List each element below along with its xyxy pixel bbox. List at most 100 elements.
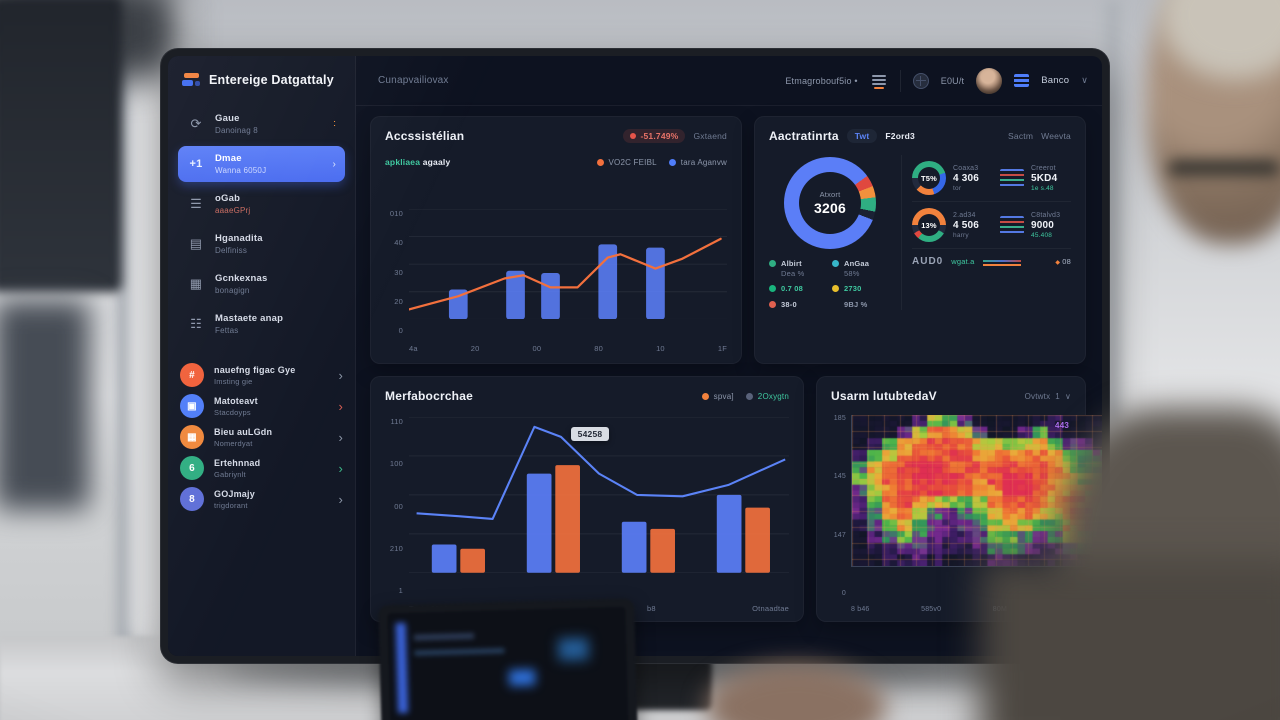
sidebar-item-indicator[interactable]: ∶ <box>333 118 336 130</box>
quick-link-subtitle: trigdorant <box>214 500 248 510</box>
chart-tooltip: 54258 <box>570 427 610 441</box>
donut-legend: Albirt Dea % AnGaa 58% <box>769 259 891 310</box>
panel-title: Merfabocrchae <box>385 389 473 403</box>
sidebar-item-subtitle: Danoinag 8 <box>215 126 258 135</box>
sidebar-item-icon: ▦ <box>189 276 203 291</box>
sidebar-item[interactable]: ☷ Mastaete anap Fettas <box>178 306 345 342</box>
x-tick: b8 <box>647 604 656 613</box>
y-tick: 010 <box>389 209 403 218</box>
sidebar-item[interactable]: ⟳ Gaue Danoinag 8 ∶ <box>178 106 345 142</box>
y-tick: 1 <box>398 586 403 595</box>
chevron-down-icon[interactable]: ∨ <box>1081 75 1088 85</box>
stats-icon[interactable] <box>1014 74 1030 87</box>
sidebar-item-subtitle: Fettas <box>215 326 239 335</box>
quick-link-item[interactable]: 8 GOJmajy trigdorant › <box>180 487 343 511</box>
globe-icon[interactable] <box>912 72 929 89</box>
chevron-right-icon[interactable]: › <box>338 398 343 414</box>
y-tick: 210 <box>389 543 403 553</box>
traffic-stats: T5% Coaxa3 4 306 tor Creerot <box>901 155 1071 310</box>
x-tick: 4a <box>409 344 418 353</box>
chevron-right-icon[interactable]: › <box>338 460 343 476</box>
chart-legend: spva] 2Oxygtn <box>701 392 789 401</box>
quick-link-subtitle: Imsting gie <box>214 376 253 386</box>
sidebar: Entereige Datgattaly ⟳ Gaue Danoinag 8 ∶ <box>168 56 356 656</box>
footer-value: 08 <box>1055 257 1071 266</box>
chevron-right-icon[interactable]: › <box>338 367 343 383</box>
quick-link-subtitle: Gabriynlt <box>214 469 246 479</box>
sidebar-item-icon: ▤ <box>189 236 203 251</box>
sidebar-item-indicator[interactable]: › <box>332 158 336 170</box>
heatmap-filter[interactable]: Ovtwtx 1 ∨ <box>1024 391 1071 401</box>
traffic-panel: Aactratinrta Twt F2ord3 Sactm Weevta <box>754 116 1086 364</box>
sidebar-item-subtitle: Wanna 6050J <box>215 166 267 175</box>
app-title: Entereige Datgattaly <box>209 73 334 87</box>
sidebar-item[interactable]: ☰ oGab aaaeGPrj <box>178 186 345 222</box>
tab-sactm[interactable]: Sactm <box>1008 131 1034 141</box>
bar-line-chart[interactable] <box>409 209 727 320</box>
filter-pill[interactable]: Twt <box>846 129 878 143</box>
quick-link-title: Ertehnnad <box>214 457 261 468</box>
x-tick: 10 <box>656 344 665 353</box>
sidebar-item[interactable]: ▦ Gcnkexnas bonagign <box>178 266 345 302</box>
footer-code: AUD0 <box>912 256 944 267</box>
person-arm <box>980 560 1280 720</box>
sidebar-item-subtitle: bonagign <box>215 286 250 295</box>
tab-weevta[interactable]: Weevta <box>1041 131 1071 141</box>
sidebar-item-title: Hganadita <box>215 233 263 244</box>
stat-row: T5% Coaxa3 4 306 tor Creerot <box>912 155 1071 201</box>
menu-icon[interactable] <box>870 74 888 89</box>
sidebar-item-icon: +1 <box>189 158 203 170</box>
extend-link[interactable]: Gxtaend <box>693 131 727 141</box>
grouped-bar-line-chart[interactable] <box>409 417 789 573</box>
user-avatar[interactable] <box>976 67 1003 94</box>
sidebar-item-title: Gaue <box>215 113 240 124</box>
sidebar-quick-links: # nauefng figac Gye Imsting gie › ▣ Mato… <box>168 363 355 511</box>
legend-item: 2Oxygtn <box>745 392 789 401</box>
x-axis-labels: 4a 20 00 80 10 1F <box>409 339 727 353</box>
x-tick: 20 <box>470 344 480 353</box>
sidebar-item-icon: ☰ <box>190 196 202 211</box>
chevron-right-icon[interactable]: › <box>338 491 343 507</box>
x-tick: 8 b46 <box>851 606 870 613</box>
search-input[interactable]: Cunapvailiovax <box>378 75 449 86</box>
panel-title: Aactratinrta <box>769 129 839 143</box>
sidebar-item-title: Gcnkexnas <box>215 273 268 284</box>
background-window-frame <box>1108 0 1118 420</box>
quick-link-icon: 6 <box>180 456 204 480</box>
quick-link-item[interactable]: # nauefng figac Gye Imsting gie › <box>180 363 343 387</box>
acquisition-chart: 010 40 30 20 0 4a 20 00 80 10 1F <box>383 209 729 353</box>
quick-link-icon: 8 <box>180 487 204 511</box>
x-tick: 80 <box>594 344 604 353</box>
donut-chart[interactable]: Atxort 3206 <box>784 157 876 249</box>
locale-label: E0U/t <box>940 75 965 86</box>
y-tick: 147 <box>833 531 846 539</box>
market-panel: Merfabocrchae spva] <box>370 376 804 622</box>
y-tick: 0 <box>398 326 403 335</box>
quick-link-title: nauefng figac Gye <box>214 364 296 375</box>
donut-center-value: 3206 <box>814 200 846 216</box>
progress-ring: 13% <box>912 208 946 242</box>
chevron-right-icon[interactable]: › <box>338 429 343 445</box>
sidebar-item[interactable]: +1 Dmae Wanna 6050J › <box>178 146 345 182</box>
quick-link-item[interactable]: ▣ Matoteavt Stacdoyps › <box>180 394 343 418</box>
sidebar-item[interactable]: ▤ Hganadita Delfiniss <box>178 226 345 262</box>
filter-label[interactable]: F2ord3 <box>885 131 915 141</box>
quick-link-icon: # <box>180 363 204 387</box>
legend-dot-icon <box>769 285 776 292</box>
background-chair <box>0 300 90 510</box>
laptop-screen <box>387 606 629 720</box>
donut-legend-item: AnGaa 58% <box>832 259 891 278</box>
sparkline-icon <box>1000 169 1024 187</box>
y-axis-labels: 110 100 00 210 1 <box>383 417 407 595</box>
chart-sublabel: agaaly <box>422 157 451 167</box>
sidebar-item-icon: ☷ <box>190 316 202 331</box>
heatmap-peak-label: 443 <box>1055 421 1069 430</box>
quick-link-subtitle: Nomerdyat <box>214 438 253 448</box>
y-tick: 20 <box>394 296 403 306</box>
quick-link-title: GOJmajy <box>214 488 255 499</box>
sidebar-item-subtitle: Delfiniss <box>215 246 248 255</box>
quick-link-item[interactable]: ▦ Bieu auLGdn Nomerdyat › <box>180 425 343 449</box>
quick-link-item[interactable]: 6 Ertehnnad Gabriynlt › <box>180 456 343 480</box>
progress-ring: T5% <box>912 161 946 195</box>
sidebar-item-title: Mastaete anap <box>215 313 284 324</box>
